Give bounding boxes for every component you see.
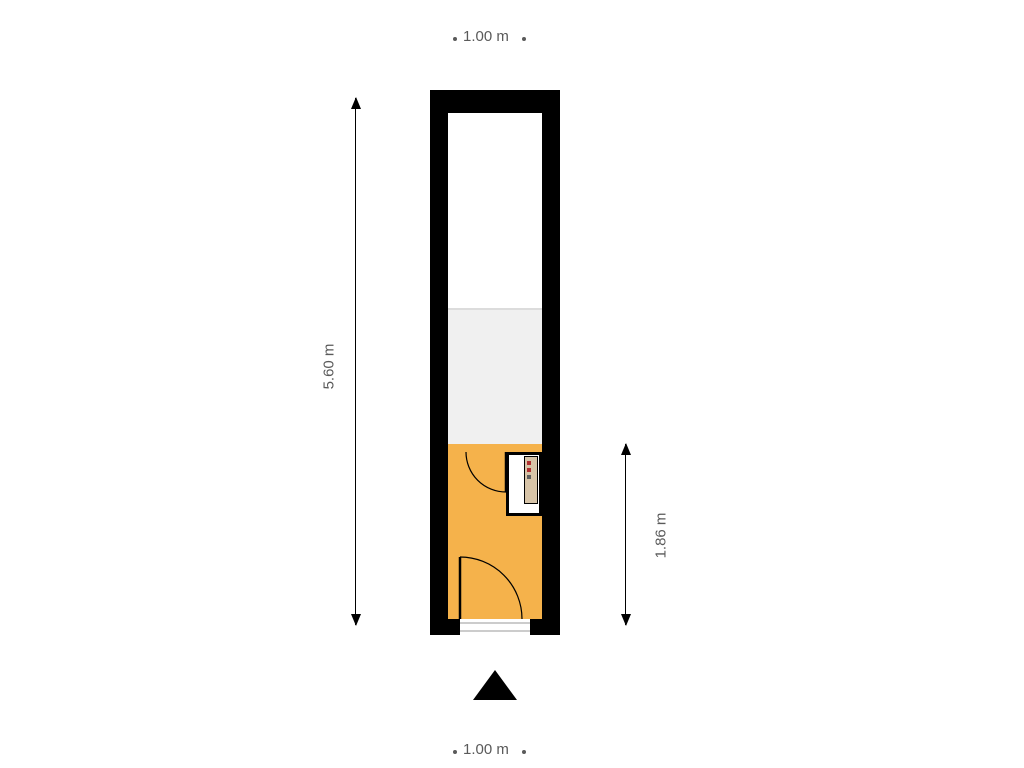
floor-plan-diagram: 1.00 m 1.00 m 5.60 m 1.86 m — [0, 0, 1024, 768]
entry-arrow-icon — [473, 670, 517, 700]
entry-door-swing — [0, 0, 1024, 768]
